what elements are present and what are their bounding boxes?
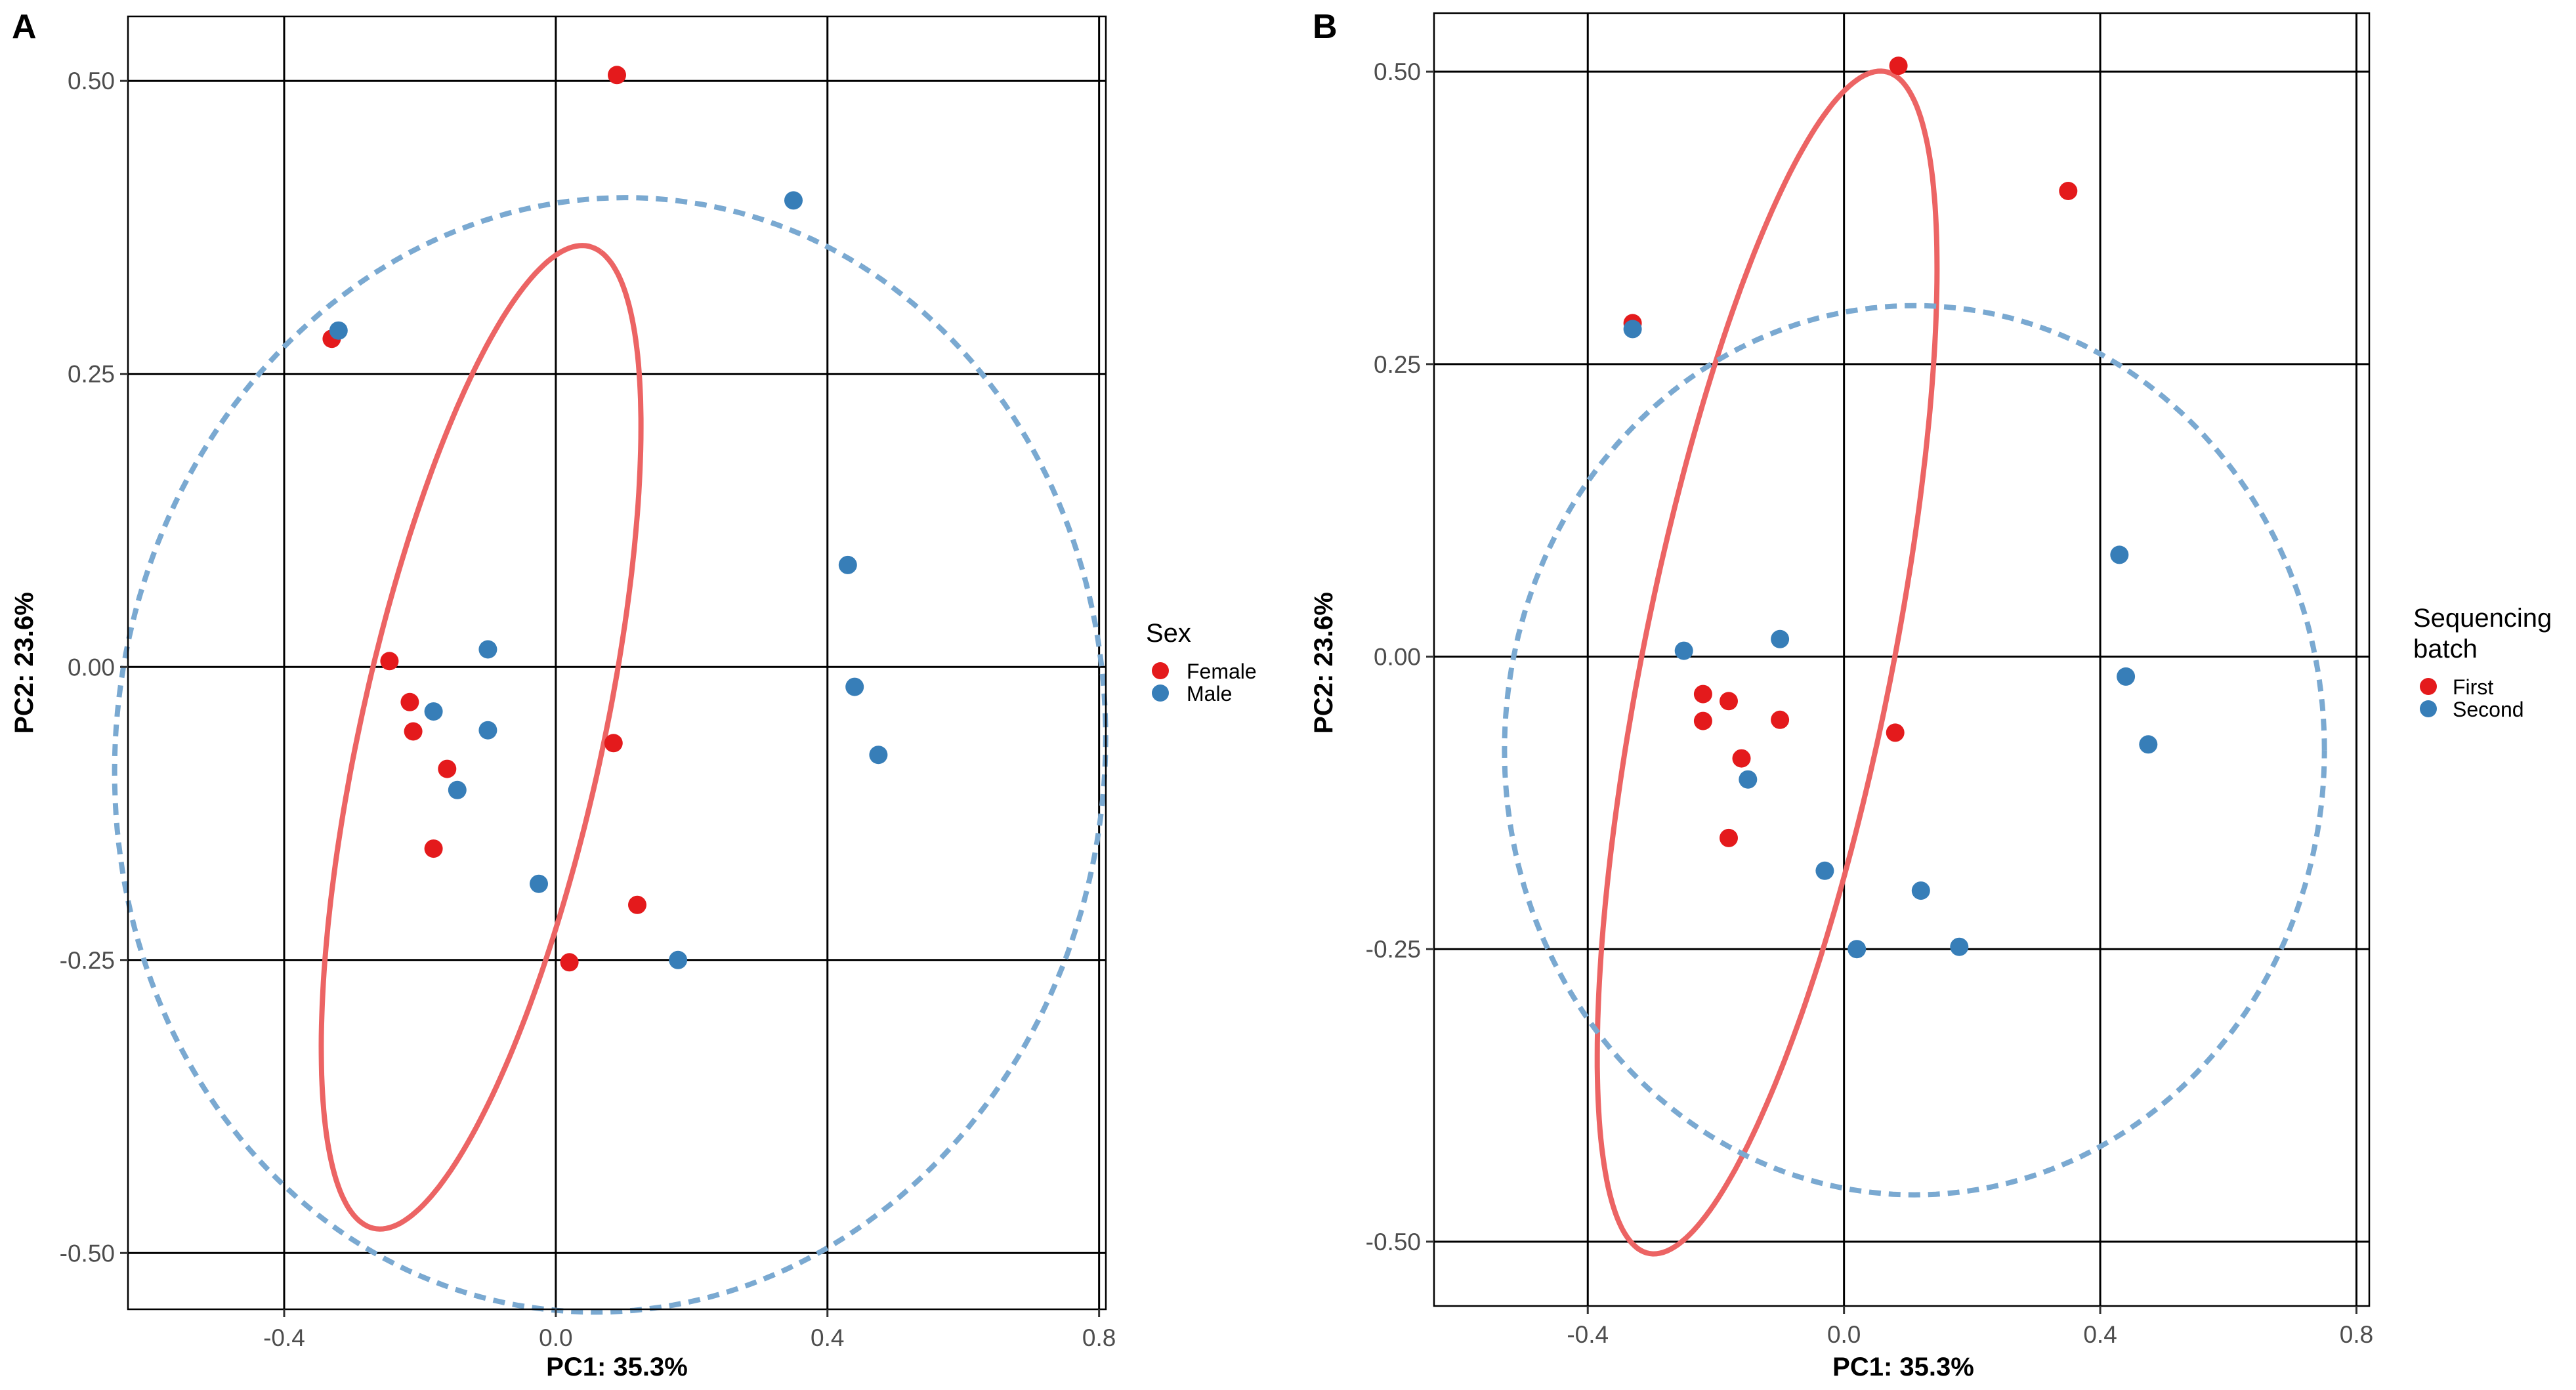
point-b-second-6: [1739, 770, 1758, 789]
tick-label-x-b-2: 0.4: [2083, 1321, 2117, 1348]
legend-label-female: Female: [1187, 660, 1257, 683]
point-b-first-4: [1693, 711, 1712, 730]
tick-label-x-a-2: 0.4: [811, 1324, 844, 1351]
point-a-female-3: [400, 692, 419, 711]
plot-frame-a: [127, 15, 1107, 1311]
tick-label-y-a-0: -0.50: [60, 1240, 115, 1267]
point-a-male-7: [478, 721, 497, 740]
point-b-second-3: [2139, 735, 2158, 754]
tick-label-x-a-1: 0.0: [539, 1324, 572, 1351]
ellipse-b-first: [1594, 68, 1940, 1257]
legend-b: Sequencing batch First Second: [2413, 604, 2552, 721]
point-a-female-7: [604, 734, 623, 753]
tick-label-y-b-0: -0.50: [1366, 1229, 1421, 1255]
point-b-first-1: [2059, 182, 2078, 200]
panel-a: A -0.4 0.0 0.4 0.8 -0.50 -0.25 0.00 0.25 0.50 PC…: [10, 8, 1257, 1381]
point-b-second-8: [1911, 881, 1930, 900]
legend-title-a: Sex: [1146, 619, 1191, 648]
point-a-male-8: [448, 780, 467, 799]
y-axis-title-b: PC2: 23.6%: [1309, 592, 1338, 734]
point-b-second-10: [1950, 937, 1969, 956]
point-b-first-6: [1771, 710, 1790, 729]
point-a-male-4: [869, 746, 888, 765]
panel-b: B -0.4 0.0 0.4 0.8 -0.50 -0.25 0.00 0.25 0.50 PC…: [1309, 8, 2552, 1381]
point-a-male-0: [784, 191, 803, 210]
point-b-second-0: [1623, 320, 1642, 339]
point-b-second-9: [1848, 940, 1867, 959]
point-a-female-8: [628, 895, 646, 914]
legend-marker-male: [1152, 684, 1169, 702]
legend-marker-second: [2420, 700, 2437, 717]
legend-title-b-line2: batch: [2413, 635, 2478, 663]
tick-label-y-a-2: 0.00: [68, 654, 115, 681]
tick-label-y-b-3: 0.25: [1374, 351, 1421, 378]
x-axis-title-a: PC1: 35.3%: [546, 1353, 688, 1381]
tick-label-y-b-1: -0.25: [1366, 936, 1421, 963]
legend-label-second: Second: [2453, 698, 2524, 721]
point-b-second-7: [1815, 861, 1834, 880]
point-b-first-8: [1720, 828, 1738, 847]
point-b-second-4: [1674, 641, 1693, 660]
point-a-male-5: [478, 640, 497, 659]
point-b-first-5: [1720, 692, 1738, 711]
legend-marker-first: [2420, 678, 2437, 695]
plot-frame-b: [1433, 12, 2371, 1307]
tick-label-x-a-0: -0.4: [263, 1324, 305, 1351]
legend-label-first: First: [2453, 675, 2493, 699]
ellipse-a-male: [112, 195, 1109, 1315]
point-a-female-9: [560, 953, 579, 972]
point-a-male-1: [329, 321, 348, 340]
tick-label-y-b-4: 0.50: [1374, 58, 1421, 85]
point-a-male-2: [838, 555, 857, 574]
point-b-first-3: [1693, 684, 1712, 704]
tick-label-x-b-3: 0.8: [2340, 1321, 2373, 1348]
ellipse-b-second: [1502, 303, 2327, 1198]
point-a-female-4: [404, 722, 423, 741]
point-b-first-9: [1886, 723, 1905, 742]
legend-marker-female: [1152, 662, 1169, 679]
tick-label-x-b-1: 0.0: [1827, 1321, 1861, 1348]
point-b-first-0: [1889, 56, 1908, 75]
point-b-second-1: [2110, 545, 2129, 564]
tick-label-y-a-3: 0.25: [68, 361, 115, 388]
panel-b-label: B: [1313, 8, 1338, 46]
ellipse-a-female: [318, 243, 644, 1232]
point-a-male-6: [424, 702, 443, 721]
tick-label-x-a-3: 0.8: [1082, 1324, 1116, 1351]
tick-label-y-a-1: -0.25: [60, 947, 115, 974]
y-axis-title-a: PC2: 23.6%: [10, 592, 39, 734]
point-b-first-7: [1732, 749, 1751, 768]
x-axis-title-b: PC1: 35.3%: [1832, 1353, 1974, 1381]
point-a-male-9: [530, 874, 548, 893]
tick-label-y-b-2: 0.00: [1374, 644, 1421, 671]
legend-title-b-line1: Sequencing: [2413, 604, 2552, 633]
tick-label-x-b-0: -0.4: [1567, 1321, 1609, 1348]
point-b-second-2: [2117, 667, 2136, 686]
point-a-female-2: [380, 652, 399, 671]
point-a-male-3: [845, 677, 864, 696]
legend-a: Sex Female Male: [1146, 619, 1257, 706]
point-a-female-6: [424, 839, 443, 858]
legend-label-male: Male: [1187, 682, 1232, 706]
panel-a-label: A: [12, 8, 37, 46]
point-a-male-10: [669, 950, 688, 969]
point-a-female-5: [438, 759, 457, 778]
point-a-female-0: [608, 66, 626, 85]
point-b-second-5: [1771, 629, 1790, 648]
tick-label-y-a-4: 0.50: [68, 68, 115, 95]
